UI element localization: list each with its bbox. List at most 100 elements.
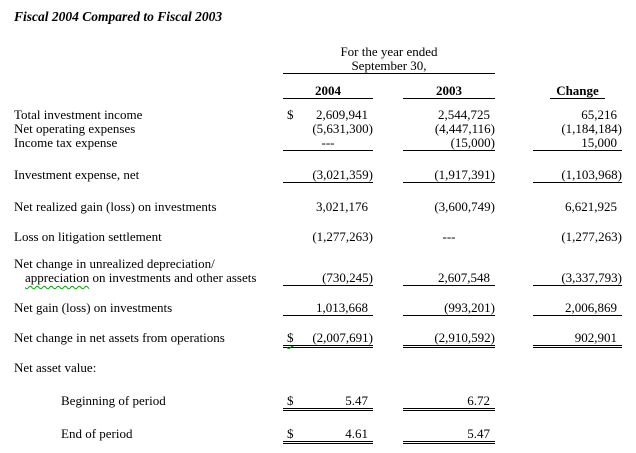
cell-value: 2,607,548: [438, 270, 490, 285]
cell-change: (1,184,184): [533, 122, 622, 136]
table-row: End of period $4.61 5.47: [14, 427, 622, 444]
period-header-line2: September 30,: [351, 58, 427, 73]
table-row: Net realized gain (loss) on investments …: [14, 200, 622, 214]
table-row: Beginning of period $5.47 6.72: [14, 394, 622, 411]
cell-value: (993,201): [444, 300, 495, 315]
cell-value: (2,910,592): [434, 330, 495, 345]
row-label-line2: appreciation on investments and other as…: [14, 271, 283, 285]
table-row: Net gain (loss) on investments 1,013,668…: [14, 301, 622, 316]
period-header: For the year ended September 30,: [14, 45, 622, 74]
cell-2004: $5.47: [283, 394, 373, 411]
row-label-line2-rest: on investments and other assets: [89, 270, 257, 285]
table-row: Total investment income $2,609,941 2,544…: [14, 108, 622, 122]
dollar-sign: $: [287, 330, 294, 345]
row-label: Loss on litigation settlement: [14, 229, 162, 244]
cell-value: 2,544,725: [438, 107, 490, 122]
cell-value: (1,103,968): [561, 167, 622, 182]
cell-change: (1,103,968): [533, 168, 622, 183]
spellcheck-flagged-word: appreciation: [25, 270, 90, 285]
cell-2003: 2,544,725: [403, 108, 495, 122]
cell-2004: 3,021,176: [283, 200, 373, 214]
cell-2003: (2,910,592): [403, 331, 495, 348]
cell-2003: (993,201): [403, 301, 495, 316]
cell-value: 2,609,941: [316, 107, 368, 122]
row-label: Beginning of period: [61, 393, 166, 408]
cell-value: 65,216: [581, 107, 617, 122]
cell-2003: 2,607,548: [403, 271, 495, 286]
cell-value: ---: [442, 229, 456, 244]
cell-2004: (5,631,300): [283, 122, 373, 136]
cell-value: (3,337,793): [561, 270, 622, 285]
column-header-change: Change: [533, 84, 622, 99]
column-header-2004: 2004: [283, 84, 373, 99]
table-row: Net asset value:: [14, 361, 622, 375]
cell-change: 902,901: [533, 331, 622, 348]
row-label: Net gain (loss) on investments: [14, 300, 173, 315]
cell-2003: (3,600,749): [403, 200, 495, 214]
cell-value: (1,277,263): [312, 229, 373, 244]
cell-2004: (1,277,263): [283, 230, 373, 244]
cell-value: 1,013,668: [316, 300, 368, 315]
cell-change: (3,337,793): [533, 271, 622, 286]
column-headers: 2004 2003 Change: [14, 84, 622, 99]
cell-2004: ---: [283, 136, 373, 151]
cell-value: (5,631,300): [312, 121, 373, 136]
cell-value: 6,621,925: [565, 199, 617, 214]
cell-2004: 1,013,668: [283, 301, 373, 316]
cell-value: 4.61: [345, 426, 368, 441]
cell-value: 902,901: [574, 330, 617, 345]
row-label: Total investment income: [14, 107, 143, 122]
cell-2003: ---: [403, 230, 495, 244]
row-label: Net change in unrealized depreciation/ a…: [14, 257, 283, 285]
row-label: Net realized gain (loss) on investments: [14, 199, 217, 214]
cell-change: 15,000: [533, 136, 622, 151]
table-row: Net operating expenses (5,631,300) (4,44…: [14, 122, 622, 136]
cell-value: 6.72: [467, 393, 490, 408]
table-row: Net change in net assets from operations…: [14, 331, 622, 348]
cell-2004: $2,609,941: [283, 108, 373, 122]
cell-2003: 5.47: [403, 427, 495, 444]
cell-value: ---: [321, 135, 335, 150]
cell-value: (15,000): [450, 135, 495, 150]
cell-2004: (3,021,359): [283, 168, 373, 183]
row-label: Income tax expense: [14, 135, 118, 150]
cell-value: 2,006,869: [565, 300, 617, 315]
cell-2003: (1,917,391): [403, 168, 495, 183]
cell-value: (730,245): [322, 270, 373, 285]
period-header-box: For the year ended September 30,: [283, 45, 495, 74]
cell-2004: (730,245): [283, 271, 373, 286]
cell-value: 5.47: [345, 393, 368, 408]
row-label: Net operating expenses: [14, 121, 136, 136]
cell-value: (3,600,749): [434, 199, 495, 214]
dollar-sign: $: [287, 107, 294, 122]
row-label: Investment expense, net: [14, 167, 140, 182]
dollar-sign: $: [287, 426, 294, 441]
table-row: Income tax expense --- (15,000) 15,000: [14, 136, 622, 151]
dollar-sign: $: [287, 393, 294, 408]
table-row: Investment expense, net (3,021,359) (1,9…: [14, 168, 622, 183]
cell-value: (3,021,359): [312, 167, 373, 182]
cell-2003: (4,447,116): [403, 122, 495, 136]
page-title: Fiscal 2004 Compared to Fiscal 2003: [14, 9, 223, 24]
table-row: Loss on litigation settlement (1,277,263…: [14, 230, 622, 244]
cell-value: (1,277,263): [561, 229, 622, 244]
cell-value: (1,184,184): [561, 121, 622, 136]
table-row: Net change in unrealized depreciation/ a…: [14, 257, 622, 286]
cell-change: (1,277,263): [533, 230, 622, 244]
cell-value: (1,917,391): [434, 167, 495, 182]
cell-2004: $ (2,007,691): [283, 331, 373, 348]
cell-2003: (15,000): [403, 136, 495, 151]
row-label: Net change in net assets from operations: [14, 330, 225, 345]
row-label: Net asset value:: [14, 360, 97, 375]
period-header-line1: For the year ended: [340, 44, 438, 59]
row-label-line1: Net change in unrealized depreciation/: [14, 256, 215, 271]
cell-value: 3,021,176: [316, 199, 368, 214]
cell-change: 65,216: [533, 108, 622, 122]
cell-value: (2,007,691): [312, 330, 373, 345]
cell-value: 5.47: [467, 426, 490, 441]
cell-value: (4,447,116): [434, 121, 495, 136]
cell-change: 6,621,925: [533, 200, 622, 214]
cell-change: 2,006,869: [533, 301, 622, 316]
column-header-2003: 2003: [403, 84, 495, 99]
